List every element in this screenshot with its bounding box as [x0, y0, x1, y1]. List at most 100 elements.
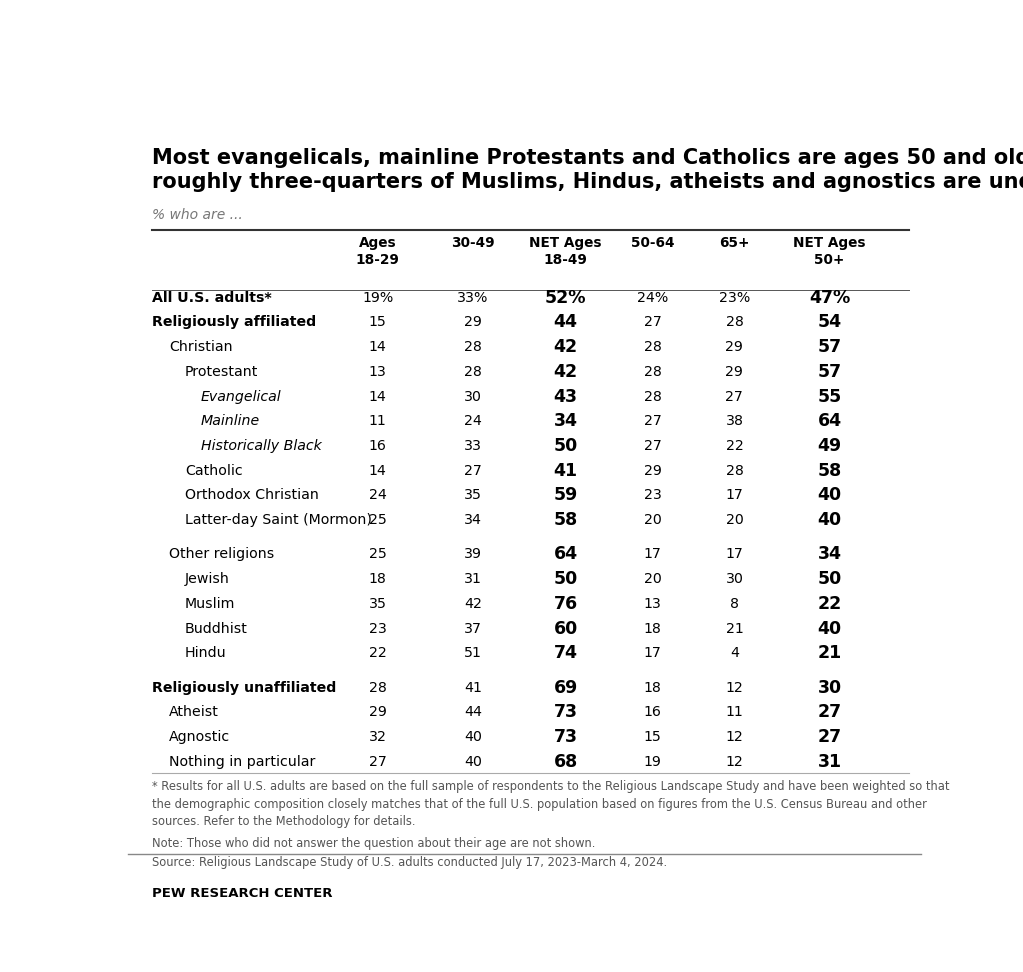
Text: 58: 58	[553, 511, 578, 529]
Text: Note: Those who did not answer the question about their age are not shown.: Note: Those who did not answer the quest…	[151, 837, 595, 850]
Text: 68: 68	[553, 752, 578, 771]
Text: 41: 41	[463, 680, 482, 695]
Text: 29: 29	[725, 340, 744, 354]
Text: 35: 35	[368, 597, 387, 610]
Text: 43: 43	[553, 388, 578, 405]
Text: 39: 39	[463, 547, 482, 562]
Text: Jewish: Jewish	[185, 573, 230, 586]
Text: 47%: 47%	[809, 289, 850, 307]
Text: 50: 50	[817, 571, 842, 588]
Text: Buddhist: Buddhist	[185, 621, 248, 636]
Text: 30-49: 30-49	[451, 236, 494, 251]
Text: 40: 40	[463, 755, 482, 769]
Text: 28: 28	[463, 340, 482, 354]
Text: 22: 22	[725, 439, 744, 453]
Text: Atheist: Atheist	[169, 706, 219, 719]
Text: 8: 8	[730, 597, 739, 610]
Text: Catholic: Catholic	[185, 464, 242, 477]
Text: NET Ages
50+: NET Ages 50+	[793, 236, 865, 266]
Text: 27: 27	[643, 316, 662, 330]
Text: 57: 57	[817, 363, 842, 381]
Text: 29: 29	[463, 316, 482, 330]
Text: % who are ...: % who are ...	[151, 208, 242, 222]
Text: 22: 22	[368, 646, 387, 660]
Text: 59: 59	[553, 486, 578, 504]
Text: Hindu: Hindu	[185, 646, 226, 660]
Text: 14: 14	[368, 340, 387, 354]
Text: 16: 16	[368, 439, 387, 453]
Text: 42: 42	[553, 363, 578, 381]
Text: 20: 20	[643, 513, 662, 527]
Text: 20: 20	[643, 573, 662, 586]
Text: 33: 33	[463, 439, 482, 453]
Text: 28: 28	[643, 340, 662, 354]
Text: 64: 64	[553, 545, 578, 564]
Text: 55: 55	[817, 388, 842, 405]
Text: 24%: 24%	[637, 291, 668, 305]
Text: 23%: 23%	[719, 291, 750, 305]
Text: 11: 11	[368, 414, 387, 429]
Text: 28: 28	[643, 364, 662, 379]
Text: Nothing in particular: Nothing in particular	[169, 755, 315, 769]
Text: 40: 40	[817, 619, 842, 638]
Text: 17: 17	[643, 646, 662, 660]
Text: 19%: 19%	[362, 291, 393, 305]
Text: Religiously affiliated: Religiously affiliated	[151, 316, 316, 330]
Text: 14: 14	[368, 390, 387, 403]
Text: 11: 11	[725, 706, 744, 719]
Text: Mainline: Mainline	[201, 414, 260, 429]
Text: 25: 25	[368, 513, 387, 527]
Text: 23: 23	[368, 621, 387, 636]
Text: 17: 17	[725, 488, 744, 503]
Text: 74: 74	[553, 644, 578, 662]
Text: 57: 57	[817, 338, 842, 356]
Text: 13: 13	[368, 364, 387, 379]
Text: 40: 40	[817, 511, 842, 529]
Text: 31: 31	[817, 752, 842, 771]
Text: 18: 18	[643, 680, 662, 695]
Text: Orthodox Christian: Orthodox Christian	[185, 488, 319, 503]
Text: 27: 27	[368, 755, 387, 769]
Text: 30: 30	[817, 678, 842, 697]
Text: Muslim: Muslim	[185, 597, 235, 610]
Text: 52%: 52%	[545, 289, 586, 307]
Text: 65+: 65+	[719, 236, 750, 251]
Text: 73: 73	[553, 704, 578, 721]
Text: 27: 27	[463, 464, 482, 477]
Text: Protestant: Protestant	[185, 364, 259, 379]
Text: 28: 28	[463, 364, 482, 379]
Text: 51: 51	[463, 646, 482, 660]
Text: 49: 49	[817, 437, 842, 455]
Text: Agnostic: Agnostic	[169, 730, 230, 745]
Text: 27: 27	[725, 390, 744, 403]
Text: 37: 37	[463, 621, 482, 636]
Text: 15: 15	[643, 730, 662, 745]
Text: 12: 12	[725, 730, 744, 745]
Text: Ages
18-29: Ages 18-29	[356, 236, 400, 266]
Text: 17: 17	[643, 547, 662, 562]
Text: Latter-day Saint (Mormon): Latter-day Saint (Mormon)	[185, 513, 371, 527]
Text: 28: 28	[725, 316, 744, 330]
Text: 27: 27	[643, 439, 662, 453]
Text: Religiously unaffiliated: Religiously unaffiliated	[151, 680, 336, 695]
Text: 76: 76	[553, 595, 578, 613]
Text: 24: 24	[463, 414, 482, 429]
Text: Evangelical: Evangelical	[201, 390, 281, 403]
Text: 19: 19	[643, 755, 662, 769]
Text: 29: 29	[725, 364, 744, 379]
Text: 40: 40	[463, 730, 482, 745]
Text: 30: 30	[725, 573, 744, 586]
Text: 54: 54	[817, 313, 842, 331]
Text: 18: 18	[368, 573, 387, 586]
Text: Historically Black: Historically Black	[201, 439, 321, 453]
Text: 12: 12	[725, 680, 744, 695]
Text: 50-64: 50-64	[631, 236, 674, 251]
Text: 28: 28	[368, 680, 387, 695]
Text: 13: 13	[643, 597, 662, 610]
Text: 44: 44	[553, 313, 578, 331]
Text: 33%: 33%	[457, 291, 488, 305]
Text: 14: 14	[368, 464, 387, 477]
Text: 30: 30	[463, 390, 482, 403]
Text: * Results for all U.S. adults are based on the full sample of respondents to the: * Results for all U.S. adults are based …	[151, 781, 949, 828]
Text: 50: 50	[553, 571, 578, 588]
